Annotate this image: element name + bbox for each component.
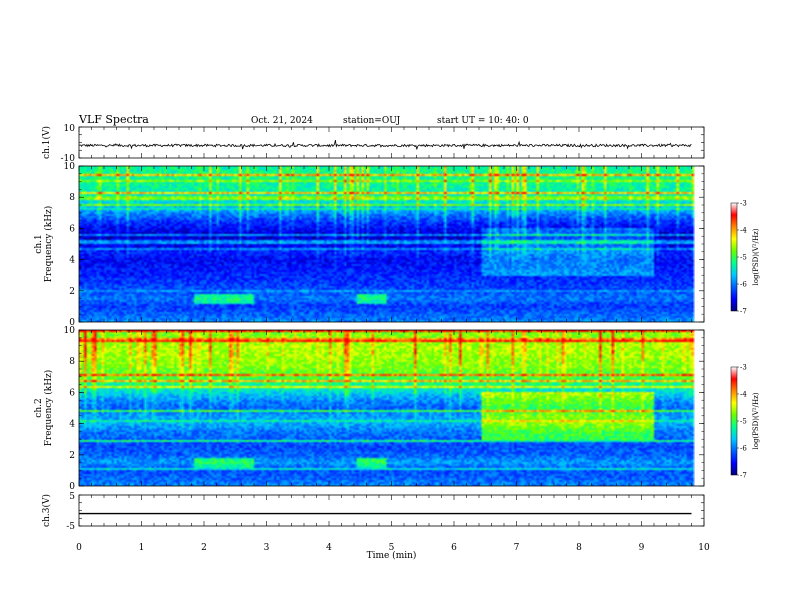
colorbar-label: log(PSD)(V²/Hz) — [752, 228, 760, 285]
colorbar-tick-label: -3 — [740, 200, 747, 208]
y-tick-label: 6 — [69, 388, 75, 398]
ch1-spectrogram: 0 2 4 6 8 10 ch.1 Frequency (kHz) -3 -4 -5 -6 -7 log(… — [34, 162, 760, 328]
y-tick-label: 0 — [69, 482, 75, 492]
panel-frame — [78, 126, 705, 159]
spectrogram-image — [79, 330, 704, 486]
y-tick-label: 6 — [69, 224, 75, 234]
colorbar-tick-label: -7 — [740, 472, 747, 480]
colorbar-tick-label: -7 — [740, 308, 747, 316]
colorbar-tick-label: -5 — [740, 418, 747, 426]
ch1-waveform: 10 -10 ch.1(V) — [41, 124, 705, 164]
y-axis-label: ch.2 — [34, 398, 44, 417]
y-axis-label: ch.1(V) — [41, 126, 52, 159]
y-axis-label: Frequency (kHz) — [43, 206, 54, 283]
x-tick-label: 9 — [639, 543, 645, 553]
colorbar — [730, 366, 738, 476]
colorbar-tick-label: -3 — [740, 364, 747, 372]
colorbar-tick-label: -4 — [740, 227, 747, 235]
y-axis-label: Frequency (kHz) — [43, 370, 54, 447]
x-tick-label: 5 — [389, 543, 395, 553]
y-tick-label: 8 — [69, 193, 75, 203]
x-tick-label: 6 — [451, 543, 457, 553]
y-axis-label: ch.3(V) — [41, 494, 52, 527]
x-tick-label: 0 — [76, 543, 82, 553]
y-tick-label: 10 — [64, 124, 76, 134]
x-axis-label: Time (min) — [367, 550, 417, 561]
ch3-waveform: 5 -5 ch.3(V) 0 1 2 3 4 5 6 7 8 9 10 Time (min) — [41, 492, 710, 561]
colorbar-label: log(PSD)(V²/Hz) — [752, 392, 760, 449]
signal-trace — [79, 140, 692, 150]
y-tick-label: 8 — [69, 357, 75, 367]
x-tick-label: 7 — [514, 543, 520, 553]
x-tick-label: 2 — [201, 543, 207, 553]
ch2-spectrogram: 0 2 4 6 8 10 ch.2 Frequency (kHz) -3 -4 -5 -6 -7 log(… — [34, 326, 760, 492]
y-tick-label: 4 — [69, 420, 75, 430]
y-tick-label: 5 — [69, 492, 75, 502]
colorbar-tick-label: -6 — [740, 281, 747, 289]
x-tick-label: 1 — [139, 543, 145, 553]
x-tick-label: 4 — [326, 543, 332, 553]
y-axis-label: ch.1 — [34, 234, 44, 253]
station-label: station=OUJ — [343, 116, 401, 126]
x-tick-label: 8 — [576, 543, 582, 553]
colorbar-tick-label: -6 — [740, 445, 747, 453]
colorbar-tick-label: -5 — [740, 254, 747, 262]
y-tick-label: 10 — [64, 162, 76, 172]
y-tick-label: 10 — [64, 326, 76, 336]
y-tick-label: 4 — [69, 256, 75, 266]
y-tick-label: 2 — [69, 287, 75, 297]
y-tick-label: 0 — [69, 318, 75, 328]
date-label: Oct. 21, 2024 — [251, 116, 313, 126]
start-time-label: start UT = 10: 40: 0 — [437, 116, 529, 126]
colorbar — [730, 202, 738, 312]
y-tick-label: -5 — [66, 522, 75, 532]
y-tick-label: 2 — [69, 451, 75, 461]
figure-title: VLF Spectra — [78, 113, 149, 126]
x-tick-label: 3 — [264, 543, 270, 553]
colorbar-tick-label: -4 — [740, 391, 747, 399]
y-tick-label: -10 — [61, 154, 76, 164]
panel-frame — [78, 494, 705, 527]
spectrogram-image — [79, 166, 704, 322]
x-tick-label: 10 — [698, 543, 710, 553]
